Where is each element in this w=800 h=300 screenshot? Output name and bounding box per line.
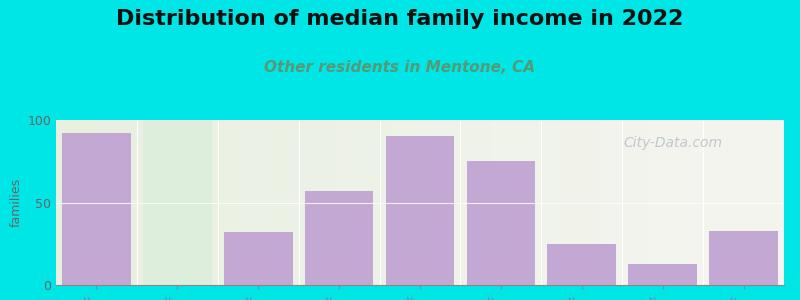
Bar xyxy=(143,120,212,285)
Bar xyxy=(628,263,697,285)
Bar xyxy=(547,244,616,285)
Y-axis label: families: families xyxy=(10,178,23,227)
Text: Other residents in Mentone, CA: Other residents in Mentone, CA xyxy=(265,60,535,75)
Bar xyxy=(62,133,131,285)
Bar xyxy=(224,232,293,285)
Bar xyxy=(305,191,374,285)
Bar xyxy=(386,136,454,285)
Text: City-Data.com: City-Data.com xyxy=(624,136,723,151)
Bar xyxy=(466,161,535,285)
Text: Distribution of median family income in 2022: Distribution of median family income in … xyxy=(116,9,684,29)
Bar xyxy=(709,230,778,285)
